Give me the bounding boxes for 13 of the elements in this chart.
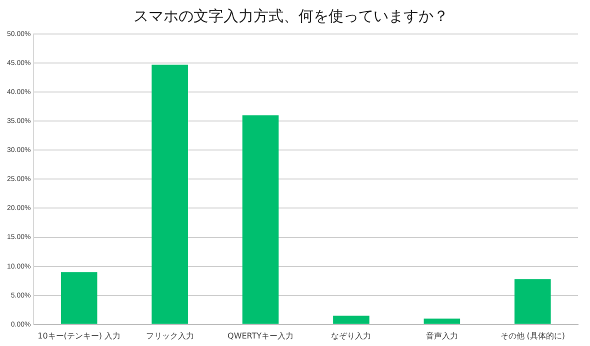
bar (333, 316, 370, 324)
chart-title: スマホの文字入力方式、何を使っていますか？ (134, 6, 448, 25)
x-tick-label: QWERTYキー入力 (228, 331, 294, 340)
x-tick-label: フリック入力 (146, 331, 194, 340)
bar (424, 318, 460, 324)
bar (60, 272, 98, 324)
bar (152, 64, 188, 324)
x-tick-label: その他 (具体的に) (500, 331, 566, 340)
x-tick-label: 10キー(テンキー) 入力 (38, 331, 121, 340)
bar (242, 115, 279, 324)
x-tick-label: 音声入力 (426, 331, 458, 340)
x-tick-label: なぞり入力 (331, 331, 372, 340)
bar (514, 279, 551, 324)
